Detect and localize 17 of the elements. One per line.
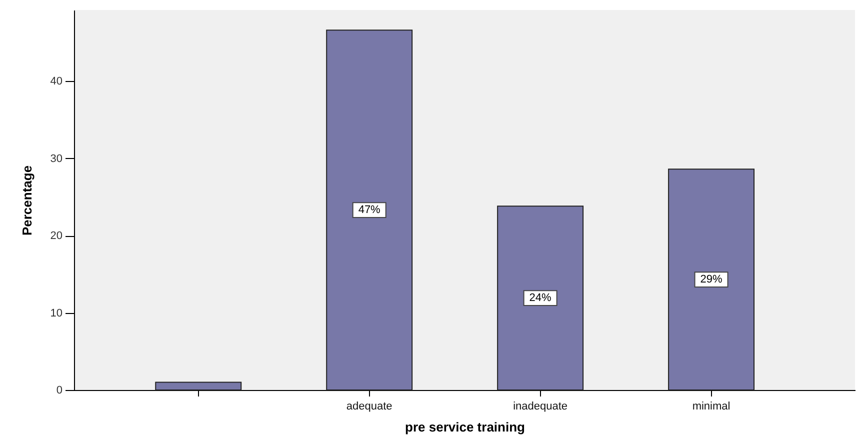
y-tick-label: 0: [56, 384, 62, 396]
data-label: 29%: [700, 274, 722, 286]
y-tick-label: 30: [50, 152, 62, 165]
x-tick-label: adequate: [346, 400, 392, 412]
x-tick-label: minimal: [692, 400, 730, 412]
bar: [497, 206, 584, 390]
y-tick-label: 20: [50, 230, 62, 242]
bar: [155, 382, 242, 390]
data-label: 47%: [358, 204, 381, 216]
bar: [668, 168, 755, 390]
x-tick-label: inadequate: [513, 400, 568, 412]
data-label: 24%: [529, 292, 552, 304]
y-axis-title: Percentage: [19, 165, 34, 236]
y-tick-label: 40: [50, 76, 62, 88]
bar: [326, 30, 413, 390]
y-tick-label: 10: [50, 307, 62, 320]
x-axis-title: pre service training: [405, 420, 526, 434]
